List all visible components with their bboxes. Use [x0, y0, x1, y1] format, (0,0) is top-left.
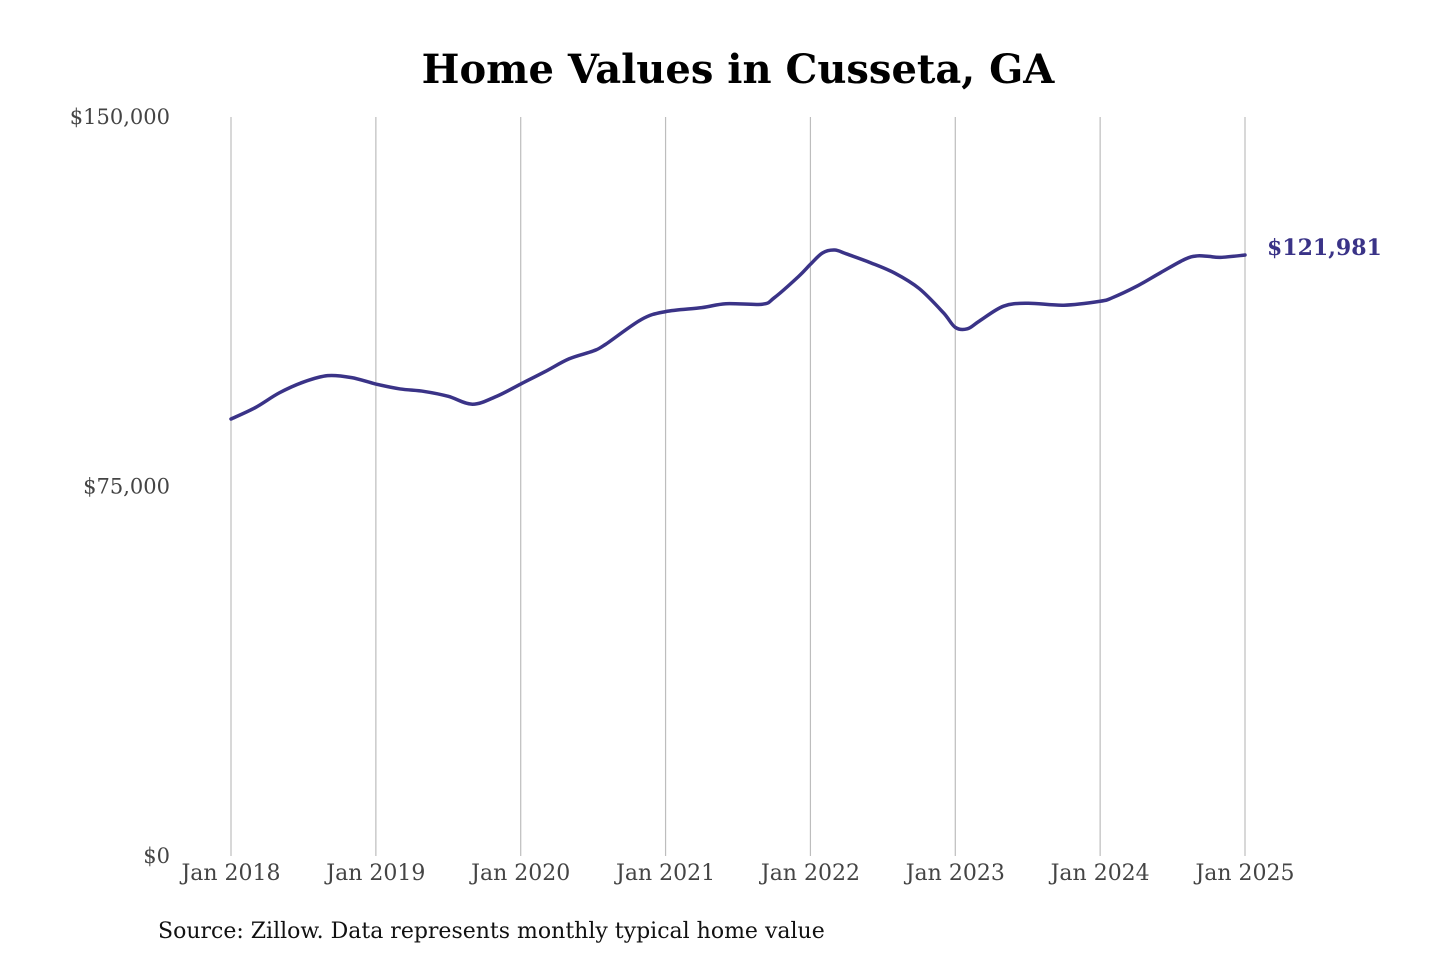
x-tick-label: Jan 2018 [179, 861, 280, 886]
x-tick-label: Jan 2020 [469, 861, 570, 886]
chart-title: Home Values in Cusseta, GA [422, 46, 1056, 93]
gridlines [230, 117, 1246, 856]
x-tick-label: Jan 2019 [324, 861, 425, 886]
x-tick-label: Jan 2025 [1193, 861, 1294, 886]
y-axis-ticks: $0 $75,000 $150,000 [70, 105, 170, 868]
y-tick-label: $150,000 [70, 105, 170, 129]
source-note: Source: Zillow. Data represents monthly … [158, 919, 825, 944]
y-tick-label: $75,000 [83, 475, 170, 499]
end-value-label: $121,981 [1267, 235, 1382, 261]
x-tick-label: Jan 2023 [904, 861, 1005, 886]
y-tick-label: $0 [143, 844, 170, 868]
series-line [229, 248, 1247, 421]
x-tick-label: Jan 2021 [614, 861, 715, 886]
x-axis-ticks: Jan 2018 Jan 2019 Jan 2020 Jan 2021 Jan 2022… [179, 861, 1294, 886]
x-tick-label: Jan 2022 [759, 861, 860, 886]
x-tick-label: Jan 2024 [1049, 861, 1150, 886]
